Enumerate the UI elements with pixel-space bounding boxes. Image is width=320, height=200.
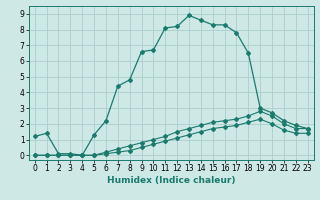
X-axis label: Humidex (Indice chaleur): Humidex (Indice chaleur) [107,176,236,185]
